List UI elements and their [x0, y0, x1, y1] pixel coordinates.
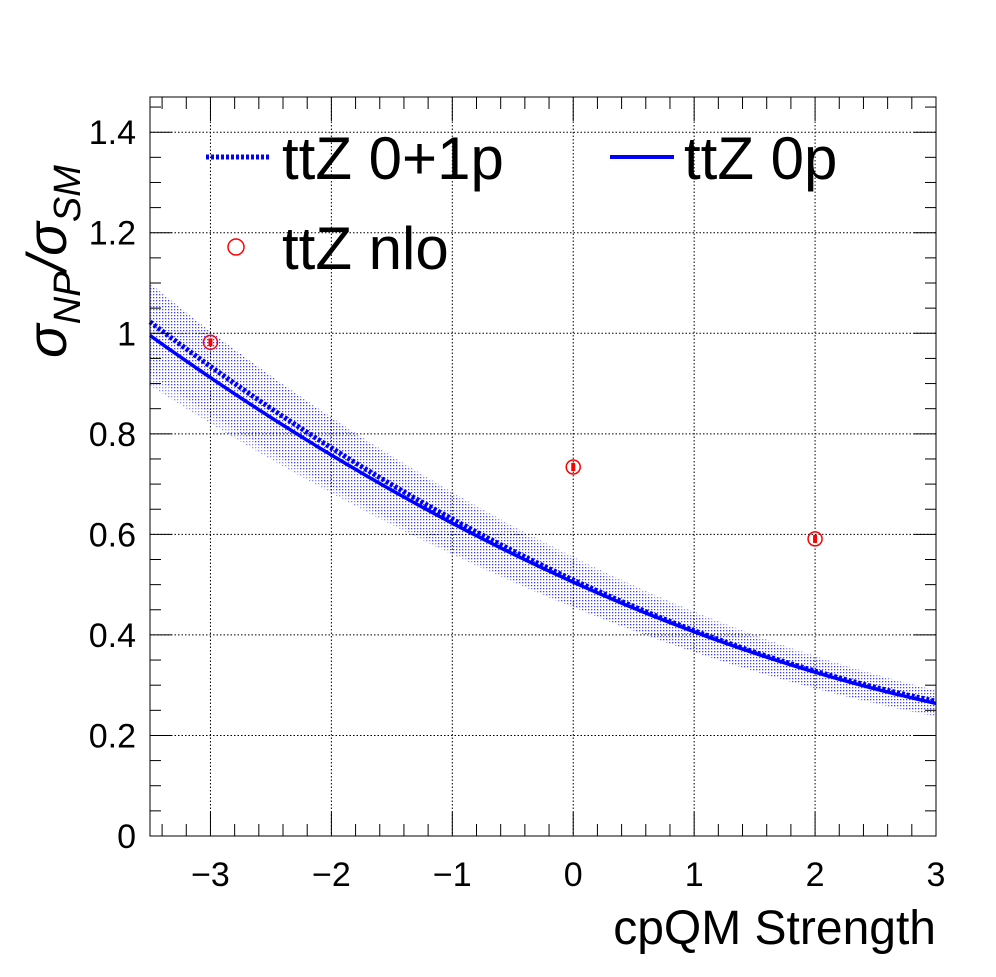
legend-label: ttZ 0+1p — [282, 125, 504, 192]
legend-label: ttZ 0p — [684, 125, 837, 192]
y-tick-label: 1 — [117, 315, 136, 353]
legend: ttZ 0+1p ttZ 0p ttZ nlo — [206, 125, 837, 282]
y-axis-label: σNP/σSM — [15, 165, 89, 358]
curves — [148, 319, 937, 706]
curve-ttz-0-1p — [148, 319, 937, 704]
grid — [150, 97, 937, 837]
y-tick-label: 0 — [117, 818, 136, 856]
legend-item: ttZ 0+1p — [206, 125, 504, 192]
y-tick-label: 0.8 — [89, 416, 136, 454]
curve-ttz-0p — [148, 334, 937, 706]
band-ttz-0p — [150, 285, 936, 717]
y-tick-label: 1.4 — [89, 114, 136, 152]
legend-item: ttZ 0p — [610, 125, 837, 192]
x-tick-label: −3 — [191, 856, 230, 894]
y-tick-label: 0.2 — [89, 717, 136, 755]
x-tick-label: 2 — [806, 856, 825, 894]
y-label-sigma-sm: σ — [15, 220, 78, 256]
x-tick-label: 0 — [564, 856, 583, 894]
y-tick-label: 0.4 — [89, 617, 136, 655]
legend-marker — [227, 238, 245, 256]
legend-label: ttZ nlo — [282, 215, 449, 282]
x-tick-label: −1 — [433, 856, 472, 894]
nlo-marker — [202, 334, 219, 351]
svg-text:σNP/σSM: σNP/σSM — [15, 165, 89, 358]
axes: −3 −2 −1 0 1 2 3 0 0.2 0.4 0.6 0.8 1 1.2 1.4 — [89, 96, 946, 894]
y-tick-label: 0.6 — [89, 516, 136, 554]
nlo-markers — [202, 334, 823, 547]
nlo-marker — [807, 531, 823, 547]
y-label-sub-sm: SM — [47, 165, 89, 222]
nlo-marker — [565, 459, 581, 475]
uncertainty-bands — [150, 283, 936, 717]
y-label-sub-np: NP — [47, 271, 89, 324]
x-tick-label: 1 — [685, 856, 704, 894]
x-axis-label: cpQM Strength — [613, 902, 936, 955]
y-label-sigma-np: σ — [15, 322, 78, 358]
legend-item: ttZ nlo — [227, 215, 449, 282]
x-tick-label: −2 — [312, 856, 351, 894]
plot-frame — [149, 96, 937, 837]
x-tick-label: 3 — [927, 856, 946, 894]
y-tick-label: 1.2 — [89, 215, 136, 253]
